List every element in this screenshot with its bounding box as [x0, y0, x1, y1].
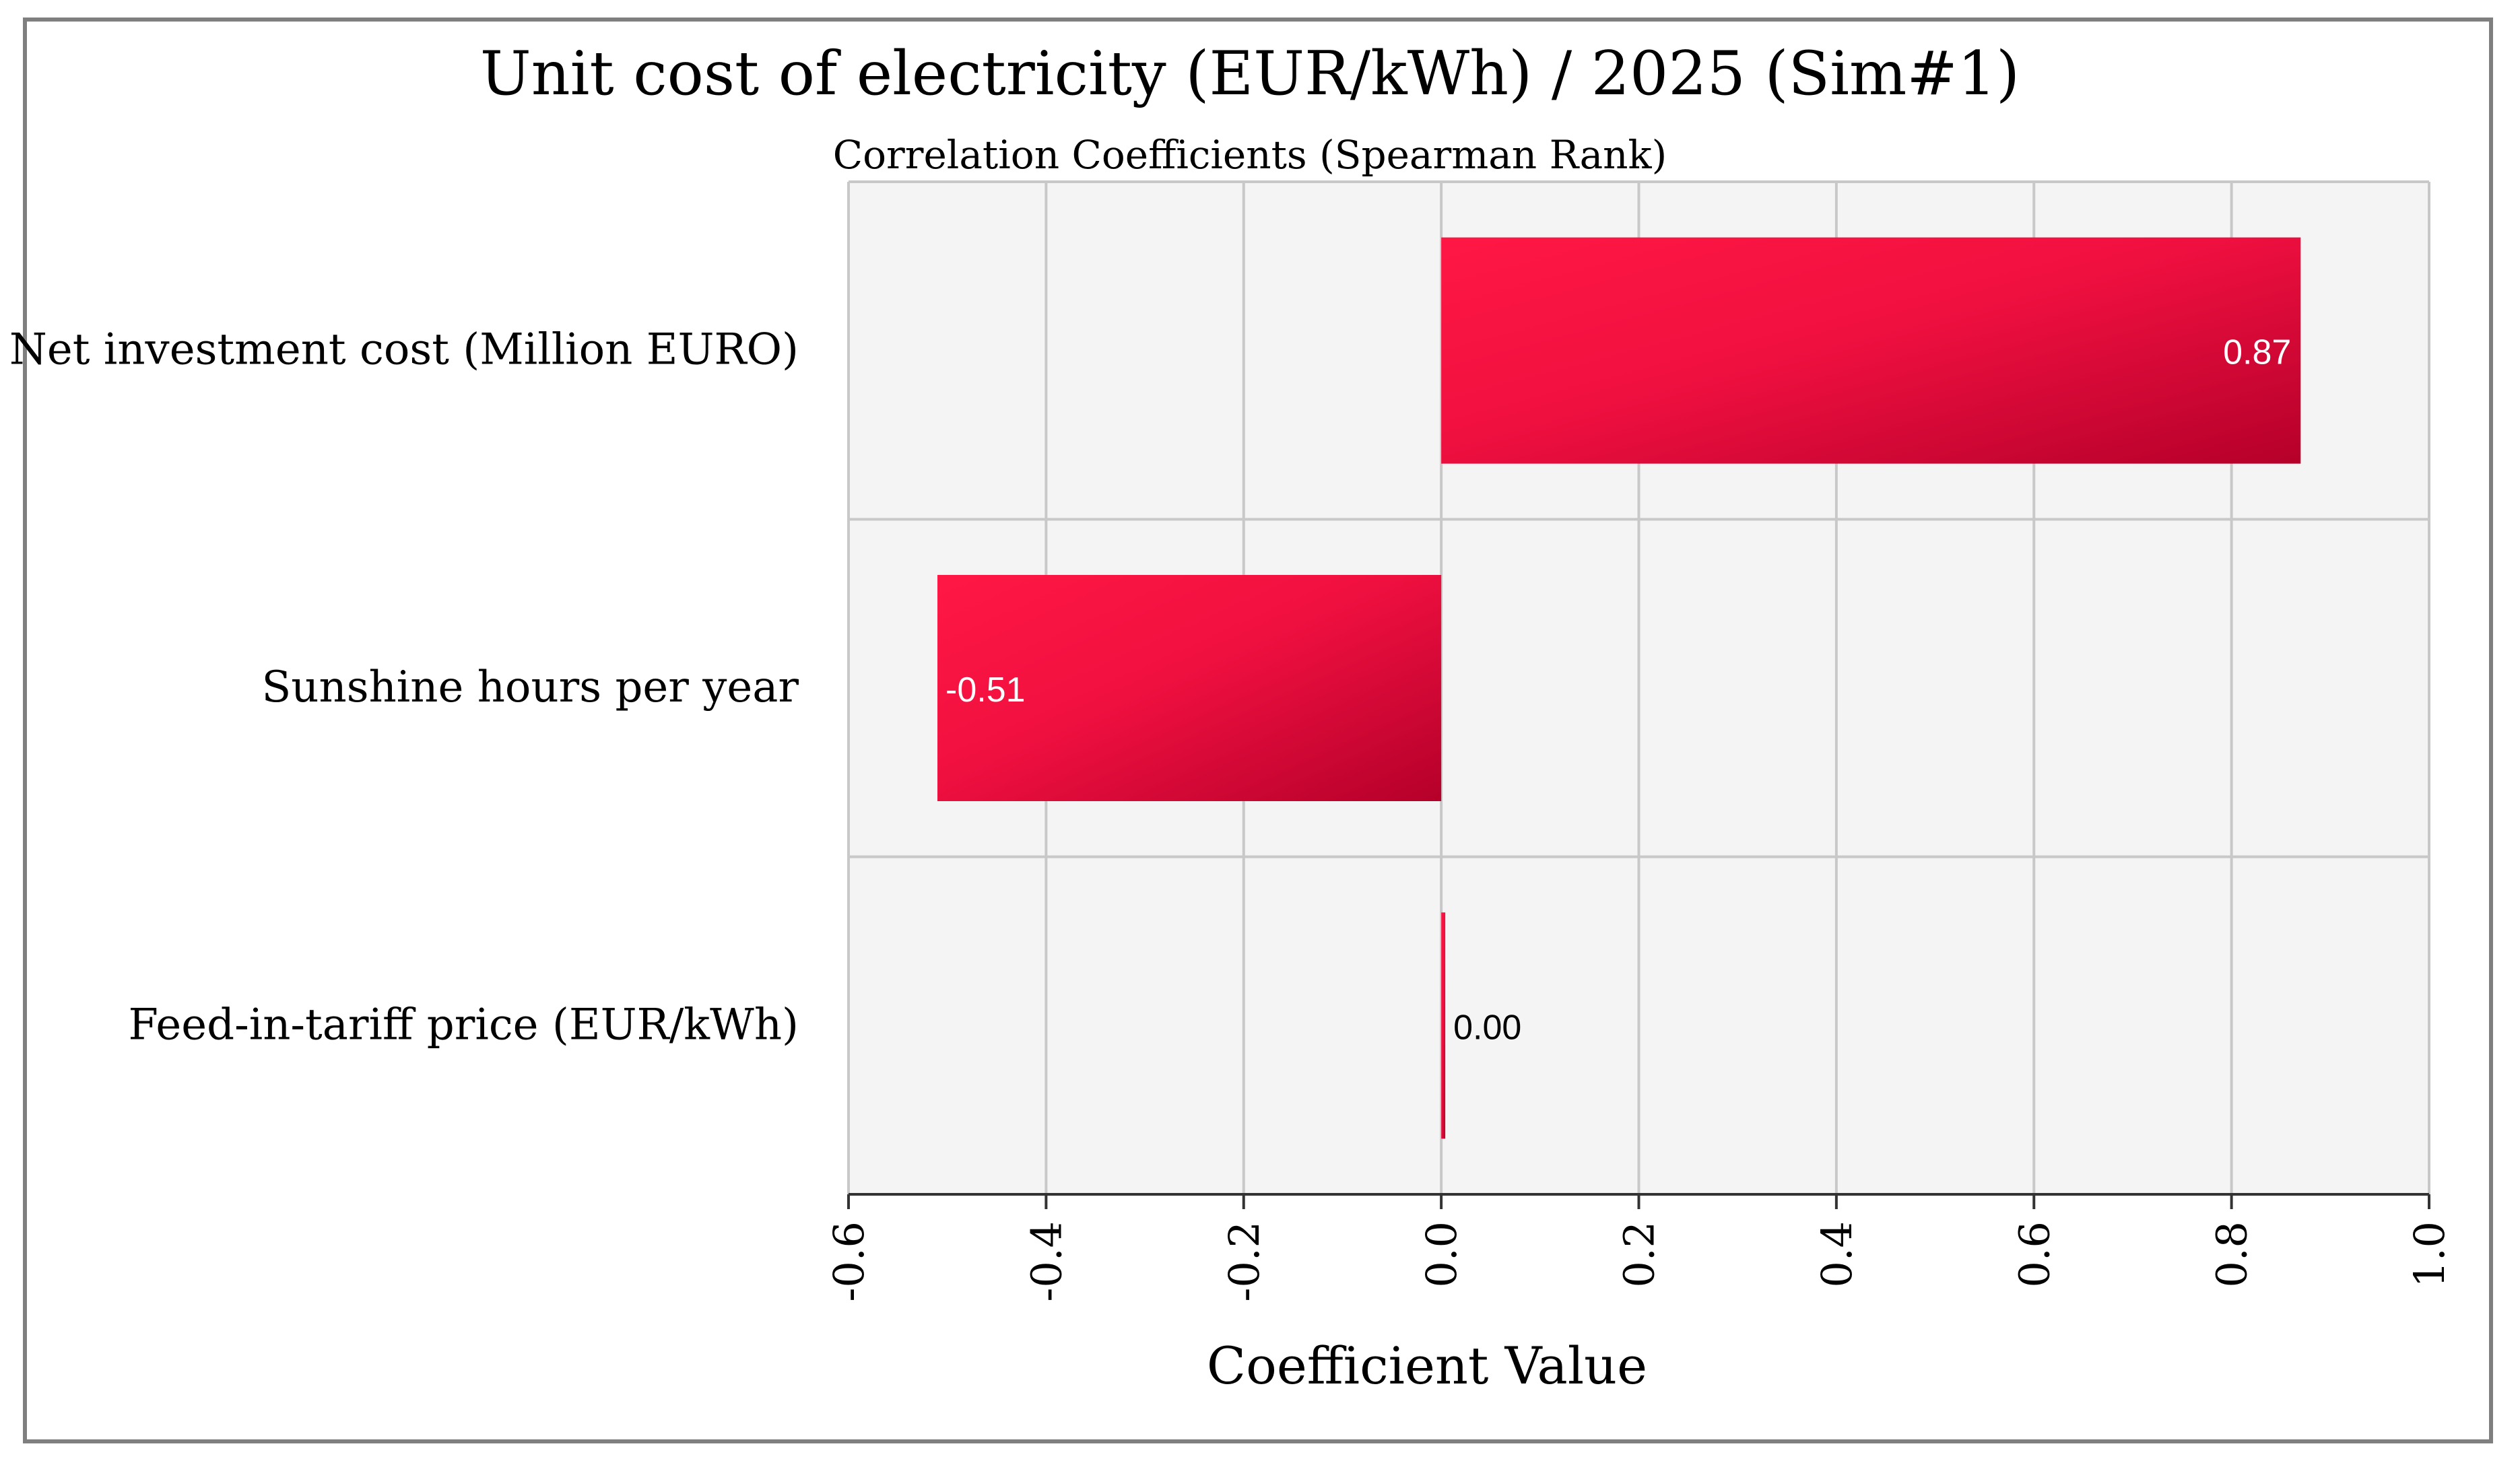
x-tick-label: 0.4: [1812, 1221, 1861, 1288]
x-tick-label: -0.6: [824, 1221, 873, 1302]
bar: [937, 575, 1442, 801]
x-tick-label: 0.0: [1417, 1221, 1466, 1288]
bar: [1441, 237, 2301, 464]
bar: [1441, 912, 1446, 1139]
data-label: 0.87: [2223, 333, 2291, 372]
category-label: Net investment cost (Million EURO): [9, 325, 799, 375]
x-tick-label: 0.2: [1615, 1221, 1664, 1288]
x-tick-label: 1.0: [2405, 1221, 2454, 1288]
x-tick-label: 0.8: [2208, 1221, 2257, 1288]
x-tick-label: 0.6: [2010, 1221, 2059, 1288]
x-tick-label: -0.2: [1220, 1221, 1269, 1302]
category-label: Feed-in-tariff price (EUR/kWh): [128, 1000, 799, 1050]
chart-title: Unit cost of electricity (EUR/kWh) / 202…: [480, 38, 2020, 109]
x-axis-title: Coefficient Value: [1207, 1336, 1647, 1396]
data-label: -0.51: [946, 671, 1026, 710]
x-tick-label: -0.4: [1022, 1221, 1071, 1302]
chart-subtitle: Correlation Coefficients (Spearman Rank): [833, 132, 1667, 178]
category-label: Sunshine hours per year: [261, 662, 799, 712]
data-label: 0.00: [1453, 1008, 1521, 1047]
